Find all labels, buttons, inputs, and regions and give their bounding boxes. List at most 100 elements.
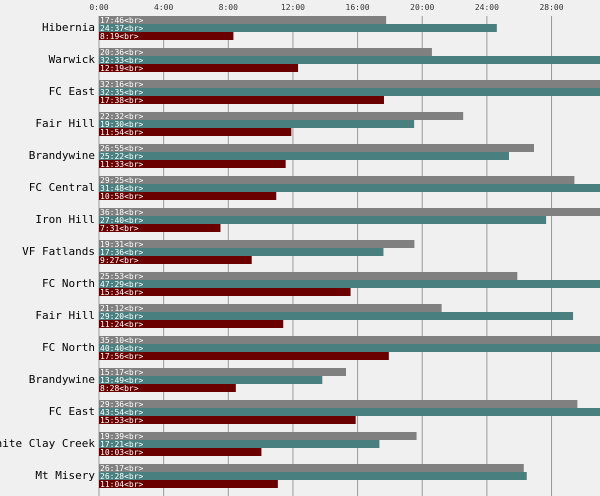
bar-label: 10:03<br> — [100, 448, 144, 457]
bar — [99, 24, 497, 32]
bar — [99, 80, 600, 88]
bar-label: 19:31<br> — [100, 240, 144, 249]
bar-label: 40:40<br> — [100, 344, 144, 353]
category-label: Fair Hill — [35, 309, 95, 322]
bar-label: 10:58<br> — [100, 192, 144, 201]
category-labels: Hibernia Warwick FC East Fair Hill Brandywin… — [0, 21, 95, 482]
bar — [99, 288, 351, 296]
bar-label: 11:24<br> — [100, 320, 144, 329]
bar-label: 12:19<br> — [100, 64, 144, 73]
bar — [99, 48, 432, 56]
bar-label: 20:36<br> — [100, 48, 144, 57]
category-label: Warwick — [49, 53, 96, 66]
bar-label: 29:25<br> — [100, 176, 144, 185]
bar-label: 15:17<br> — [100, 368, 144, 377]
bar-label: 17:36<br> — [100, 248, 144, 257]
x-tick-label: 4:00 — [154, 3, 173, 12]
bar-label: 21:12<br> — [100, 304, 144, 313]
bar — [99, 336, 600, 344]
category-label: White Clay Creek — [0, 437, 95, 450]
bar — [99, 416, 356, 424]
bar-label: 26:17<br> — [100, 464, 144, 473]
bar-label: 29:20<br> — [100, 312, 144, 321]
x-tick-label: 20:00 — [410, 3, 434, 12]
bar-label: 7:31<br> — [100, 224, 139, 233]
category-label: FC North — [42, 341, 95, 354]
bar-label: 13:49<br> — [100, 376, 144, 385]
bar — [99, 56, 600, 64]
bar — [99, 280, 600, 288]
bar — [99, 376, 323, 384]
x-axis-ticks: 0:00 4:00 8:00 12:00 16:00 20:00 24:00 28:00 — [89, 3, 563, 12]
bar — [99, 192, 277, 200]
bar — [99, 472, 527, 480]
bar — [99, 64, 299, 72]
bar — [99, 312, 574, 320]
bar-label: 11:04<br> — [100, 480, 144, 489]
bar — [99, 96, 384, 104]
bar-label: 22:32<br> — [100, 112, 144, 121]
bar-label: 15:34<br> — [100, 288, 144, 297]
bar — [99, 128, 292, 136]
bar — [99, 120, 415, 128]
bar-label: 32:35<br> — [100, 88, 144, 97]
bar — [99, 440, 380, 448]
bar-label: 35:10<br> — [100, 336, 144, 345]
x-tick-label: 0:00 — [89, 3, 108, 12]
bar-label: 26:55<br> — [100, 144, 144, 153]
bar — [99, 256, 252, 264]
bar — [99, 152, 509, 160]
bar-label: 31:48<br> — [100, 184, 144, 193]
bar — [99, 216, 547, 224]
bar — [99, 320, 284, 328]
category-label: Hibernia — [42, 21, 95, 34]
bar-label: 25:53<br> — [100, 272, 144, 281]
x-tick-label: 8:00 — [219, 3, 238, 12]
bar — [99, 384, 236, 392]
bar — [99, 224, 221, 232]
bar-label: 9:27<br> — [100, 256, 139, 265]
bar — [99, 144, 535, 152]
bar-label: 29:36<br> — [100, 400, 144, 409]
bar — [99, 344, 600, 352]
bar-label: 17:38<br> — [100, 96, 144, 105]
bar — [99, 272, 518, 280]
bar — [99, 304, 442, 312]
category-label: FC Central — [29, 181, 95, 194]
bar — [99, 368, 346, 376]
bar-label: 8:19<br> — [100, 32, 139, 41]
bar — [99, 160, 286, 168]
bar — [99, 32, 234, 40]
bar-label: 26:28<br> — [100, 472, 144, 481]
x-tick-label: 28:00 — [539, 3, 563, 12]
bar — [99, 184, 600, 192]
bar-label: 17:46<br> — [100, 16, 144, 25]
bar-label: 19:39<br> — [100, 432, 144, 441]
bar-label: 32:16<br> — [100, 80, 144, 89]
bar-label: 11:54<br> — [100, 128, 144, 137]
bar-label: 15:53<br> — [100, 416, 144, 425]
x-tick-label: 24:00 — [475, 3, 499, 12]
bar — [99, 16, 387, 24]
bar — [99, 448, 262, 456]
bars: 17:46<br>24:37<br>8:19<br> 20:36<br>32:33… — [99, 16, 600, 489]
bar — [99, 208, 600, 216]
bar — [99, 408, 600, 416]
category-label: VF Fatlands — [22, 245, 95, 258]
bar-label: 47:29<br> — [100, 280, 144, 289]
category-label: Brandywine — [29, 373, 95, 386]
bar — [99, 352, 389, 360]
bar — [99, 88, 600, 96]
bar-label: 32:33<br> — [100, 56, 144, 65]
category-label: Fair Hill — [35, 117, 95, 130]
category-label: Iron Hill — [35, 213, 95, 226]
category-label: FC North — [42, 277, 95, 290]
bar-label: 8:28<br> — [100, 384, 139, 393]
bar-label: 36:18<br> — [100, 208, 144, 217]
bar — [99, 480, 278, 488]
bar-label: 11:33<br> — [100, 160, 144, 169]
bar — [99, 240, 415, 248]
bar-label: 17:21<br> — [100, 440, 144, 449]
bar — [99, 464, 524, 472]
